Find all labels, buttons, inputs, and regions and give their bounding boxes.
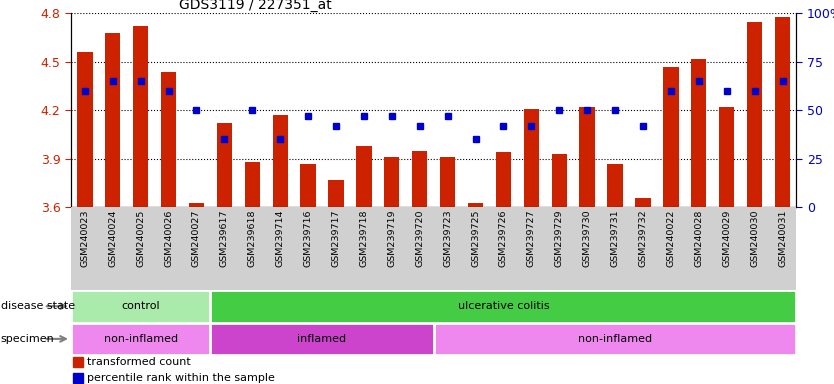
Text: inflamed: inflamed (298, 334, 347, 344)
Text: GSM239726: GSM239726 (499, 210, 508, 267)
Text: GSM240022: GSM240022 (666, 210, 676, 267)
Bar (384, 157, 399, 207)
Text: ulcerative colitis: ulcerative colitis (458, 301, 550, 311)
Bar (636, 198, 651, 207)
Text: GSM239618: GSM239618 (248, 210, 257, 267)
Text: disease state: disease state (1, 301, 75, 311)
Bar (775, 17, 790, 207)
Bar (329, 180, 344, 207)
Bar (217, 123, 232, 207)
Text: GSM239717: GSM239717 (331, 210, 340, 267)
Bar (244, 162, 260, 207)
Bar (524, 109, 539, 207)
Bar (71, 323, 210, 355)
Bar (440, 157, 455, 207)
Text: GSM240024: GSM240024 (108, 210, 118, 267)
Bar (133, 26, 148, 207)
Text: GDS3119 / 227351_at: GDS3119 / 227351_at (179, 0, 332, 12)
Text: transformed count: transformed count (87, 358, 191, 367)
Bar (607, 164, 623, 207)
Bar (719, 107, 735, 207)
Bar (210, 323, 434, 355)
Text: control: control (121, 301, 160, 311)
Text: percentile rank within the sample: percentile rank within the sample (87, 373, 274, 383)
Bar (105, 33, 120, 207)
Text: GSM240023: GSM240023 (80, 210, 89, 267)
Bar (273, 115, 288, 207)
Text: GSM240028: GSM240028 (694, 210, 703, 267)
Bar (551, 154, 567, 207)
Text: GSM240026: GSM240026 (164, 210, 173, 267)
Text: GSM239719: GSM239719 (387, 210, 396, 267)
Bar (434, 323, 796, 355)
Text: GSM239723: GSM239723 (443, 210, 452, 268)
Text: GSM239718: GSM239718 (359, 210, 369, 267)
Text: non-inflamed: non-inflamed (103, 334, 178, 344)
Bar (747, 22, 762, 207)
Text: GSM240025: GSM240025 (136, 210, 145, 267)
Text: GSM239617: GSM239617 (220, 210, 229, 267)
Bar (78, 52, 93, 207)
Text: GSM240031: GSM240031 (778, 210, 787, 267)
Text: GSM239725: GSM239725 (471, 210, 480, 267)
Text: non-inflamed: non-inflamed (578, 334, 652, 344)
Text: GSM239729: GSM239729 (555, 210, 564, 267)
Bar (663, 67, 679, 207)
Bar (300, 164, 316, 207)
Bar (210, 290, 796, 323)
Text: specimen: specimen (1, 334, 54, 344)
Text: GSM239732: GSM239732 (639, 210, 647, 268)
Text: GSM240029: GSM240029 (722, 210, 731, 267)
Text: GSM240027: GSM240027 (192, 210, 201, 267)
Bar (161, 71, 176, 207)
Bar (495, 152, 511, 207)
Bar (691, 59, 706, 207)
Bar (71, 290, 210, 323)
Bar (412, 151, 427, 207)
Text: GSM239731: GSM239731 (610, 210, 620, 268)
Text: GSM240030: GSM240030 (750, 210, 759, 267)
Bar (580, 107, 595, 207)
Text: GSM239727: GSM239727 (527, 210, 536, 267)
Bar (356, 146, 372, 207)
Bar (188, 202, 204, 207)
Text: GSM239720: GSM239720 (415, 210, 425, 267)
Text: GSM239716: GSM239716 (304, 210, 313, 267)
Text: GSM239714: GSM239714 (276, 210, 284, 267)
Bar (468, 202, 483, 207)
Text: GSM239730: GSM239730 (583, 210, 591, 268)
